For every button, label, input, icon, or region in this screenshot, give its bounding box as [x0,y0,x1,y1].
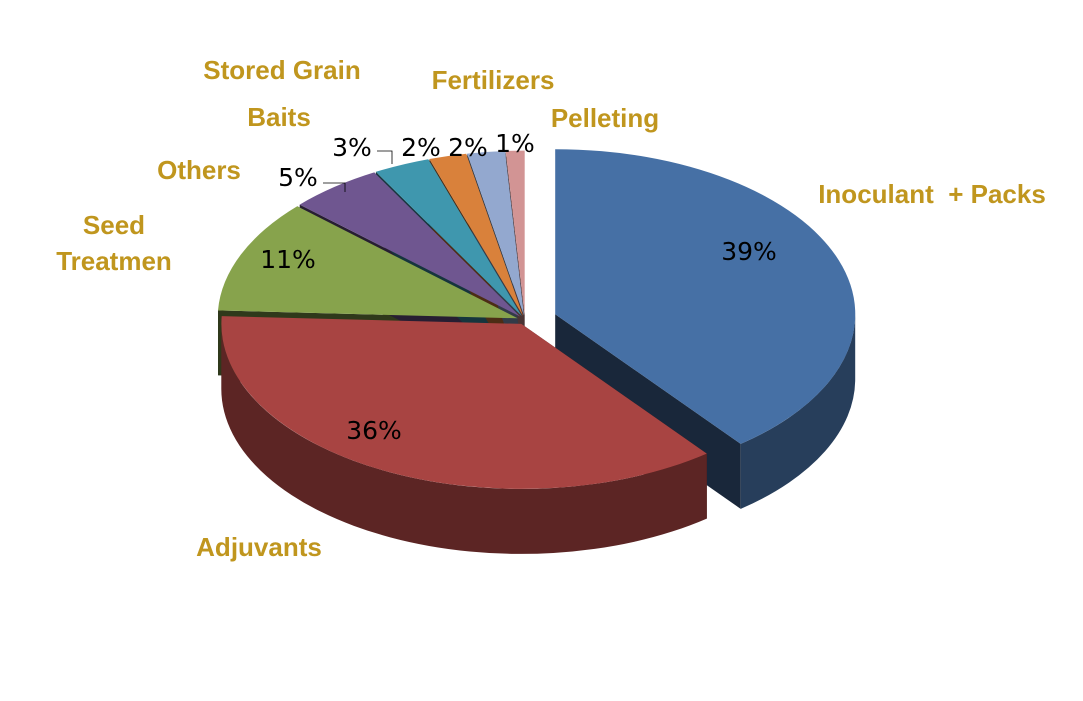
category-label-line: Treatmen [56,246,172,276]
slice-side [740,314,856,509]
leader-line [323,182,346,192]
leader-line [377,150,393,164]
category-label: Fertilizers [432,65,555,95]
category-label-line: Seed [83,210,145,240]
slice [218,206,518,319]
slice [375,159,522,316]
data-label: 11% [260,245,316,274]
slice [505,150,525,316]
category-label: Others [157,155,241,185]
data-label: 36% [346,416,402,445]
data-label: 1% [495,129,535,158]
slice-side [221,323,707,554]
category-label: Adjuvants [196,532,322,562]
data-label: 2% [448,133,488,162]
data-label: 39% [721,237,777,266]
data-label: 5% [278,163,318,192]
category-label: Inoculant + Packs [818,179,1046,209]
slice [221,316,707,489]
category-label: Baits [247,102,311,132]
slice [299,172,521,317]
slice [467,151,524,316]
category-label: Seed Treatmen [56,210,172,276]
category-label: Pelleting [551,103,659,133]
slice [555,149,856,444]
slice [429,153,523,316]
data-label: 2% [401,133,441,162]
data-label: 3% [332,133,372,162]
category-label: Stored Grain [203,55,360,85]
